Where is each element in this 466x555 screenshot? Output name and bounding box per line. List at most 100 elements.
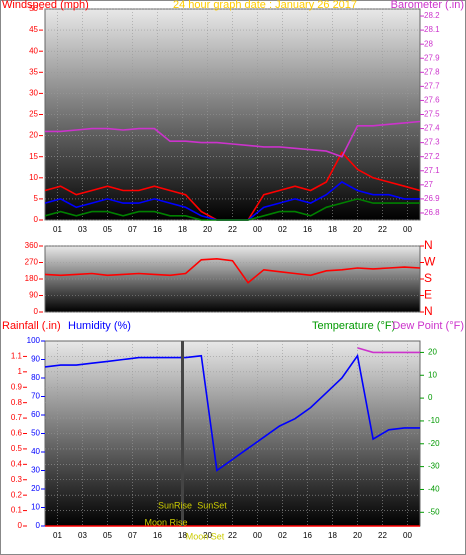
x-tick-label: 16 <box>153 225 162 234</box>
y3-tick-label: 30 <box>31 466 40 475</box>
x-tick-label: 05 <box>103 531 112 540</box>
x-tick-label: 00 <box>253 225 262 234</box>
y2-tick-label: -20 <box>428 439 440 448</box>
y-tick-label: 0.9 <box>11 382 23 391</box>
x-tick-label: 00 <box>403 225 412 234</box>
y2-tick-label: 27.8 <box>424 67 440 76</box>
y2-tick-label: S <box>424 271 432 285</box>
x-tick-label: 05 <box>103 225 112 234</box>
y2-tick-label: 27.2 <box>424 152 440 161</box>
y-tick-label: 0.7 <box>11 413 23 422</box>
y2-tick-label: -40 <box>428 485 440 494</box>
series-line <box>45 120 421 158</box>
x-tick-label: 07 <box>128 531 137 540</box>
y-tick-label: 1 <box>18 367 23 376</box>
series-line <box>357 347 420 354</box>
annotation: SunRise <box>158 500 192 510</box>
ylabel: Windspeed (mph) <box>2 0 89 11</box>
y-tick-label: 0.6 <box>11 429 23 438</box>
y2-tick-label: 10 <box>428 370 437 379</box>
y-tick-label: 0.2 <box>11 490 23 499</box>
y-tick-label: 20 <box>29 131 38 140</box>
x-tick-label: 01 <box>53 531 62 540</box>
y-tick-label: 35 <box>29 67 38 76</box>
y2-tick-label: 20 <box>428 348 437 357</box>
ylabel: Rainfall (.in) <box>2 320 61 332</box>
y2-tick-label: 28 <box>424 39 433 48</box>
y-tick-label: 0.1 <box>11 506 23 515</box>
y2-tick-label: 28.2 <box>424 11 440 20</box>
series-line <box>44 353 420 472</box>
y2-tick-label: 27.6 <box>424 96 440 105</box>
y2-tick-label: E <box>424 288 432 302</box>
sun-marker <box>181 341 184 526</box>
x-tick-label: 16 <box>153 531 162 540</box>
y-tick-label: 0 <box>34 307 39 316</box>
x-tick-label: 07 <box>128 225 137 234</box>
y-tick-label: 40 <box>29 46 38 55</box>
y2-tick-label: 27 <box>424 180 433 189</box>
x-tick-label: 20 <box>203 531 212 540</box>
y2-tick-label: 27.5 <box>424 110 440 119</box>
x-tick-label: 18 <box>328 531 337 540</box>
y2-tick-label: 0 <box>428 393 433 402</box>
y-tick-label: 45 <box>29 25 38 34</box>
y3-tick-label: 0 <box>36 521 41 530</box>
y3-tick-label: 100 <box>27 336 41 345</box>
y2-tick-label: -50 <box>428 507 440 516</box>
y-tick-label: 10 <box>29 173 38 182</box>
y2-tick-label: 28.1 <box>424 25 440 34</box>
y2-tick-label: 27.4 <box>424 124 440 133</box>
series-line <box>44 257 421 284</box>
y2-tick-label: N <box>424 304 433 318</box>
x-tick-label: 20 <box>353 225 362 234</box>
x-tick-label: 20 <box>203 225 212 234</box>
x-tick-label: 02 <box>278 225 287 234</box>
y2label: Barometer (.in) <box>391 0 464 11</box>
annotation: Moon Rise <box>144 517 187 527</box>
x-tick-label: 22 <box>228 531 237 540</box>
y-tick-label: 90 <box>29 291 38 300</box>
y3-tick-label: 10 <box>31 503 40 512</box>
x-tick-label: 01 <box>53 225 62 234</box>
y-tick-label: 180 <box>25 274 39 283</box>
x-tick-label: 02 <box>278 531 287 540</box>
y3label: Humidity (%) <box>68 320 131 332</box>
y2-tick-label: 27.3 <box>424 138 440 147</box>
x-tick-label: 16 <box>303 225 312 234</box>
x-tick-label: 22 <box>378 225 387 234</box>
y3-tick-label: 90 <box>31 355 40 364</box>
y2-tick-label: 27.7 <box>424 81 440 90</box>
y3-tick-label: 60 <box>31 410 40 419</box>
y3-tick-label: 80 <box>31 373 40 382</box>
x-tick-label: 22 <box>378 531 387 540</box>
y3-tick-label: 20 <box>31 484 40 493</box>
annotation: Moon Set <box>186 531 225 541</box>
y-tick-label: 0.4 <box>11 459 23 468</box>
x-tick-label: 18 <box>178 225 187 234</box>
y3-tick-label: 40 <box>31 447 40 456</box>
x-tick-label: 18 <box>328 225 337 234</box>
x-tick-label: 18 <box>178 531 187 540</box>
y2-tick-label: 26.9 <box>424 194 440 203</box>
x-tick-label: 16 <box>303 531 312 540</box>
y2-tick-label: 26.8 <box>424 208 440 217</box>
x-tick-label: 00 <box>253 531 262 540</box>
x-tick-label: 20 <box>353 531 362 540</box>
y2-tick-label: N <box>424 238 433 252</box>
y-tick-label: 0.8 <box>11 398 23 407</box>
y2-tick-label: -30 <box>428 462 440 471</box>
series-line <box>44 198 420 221</box>
y3-tick-label: 70 <box>31 392 40 401</box>
y2-tick-label: W <box>424 255 436 269</box>
y4label: Dew Point (°F) <box>392 320 464 332</box>
y-tick-label: 50 <box>29 4 38 13</box>
y-tick-label: 0 <box>18 521 23 530</box>
y-tick-label: 0.3 <box>11 475 23 484</box>
y-tick-label: 30 <box>29 89 38 98</box>
x-tick-label: 22 <box>228 225 237 234</box>
y-tick-label: 360 <box>25 241 39 250</box>
x-tick-label: 03 <box>78 225 87 234</box>
y-tick-label: 15 <box>29 152 38 161</box>
